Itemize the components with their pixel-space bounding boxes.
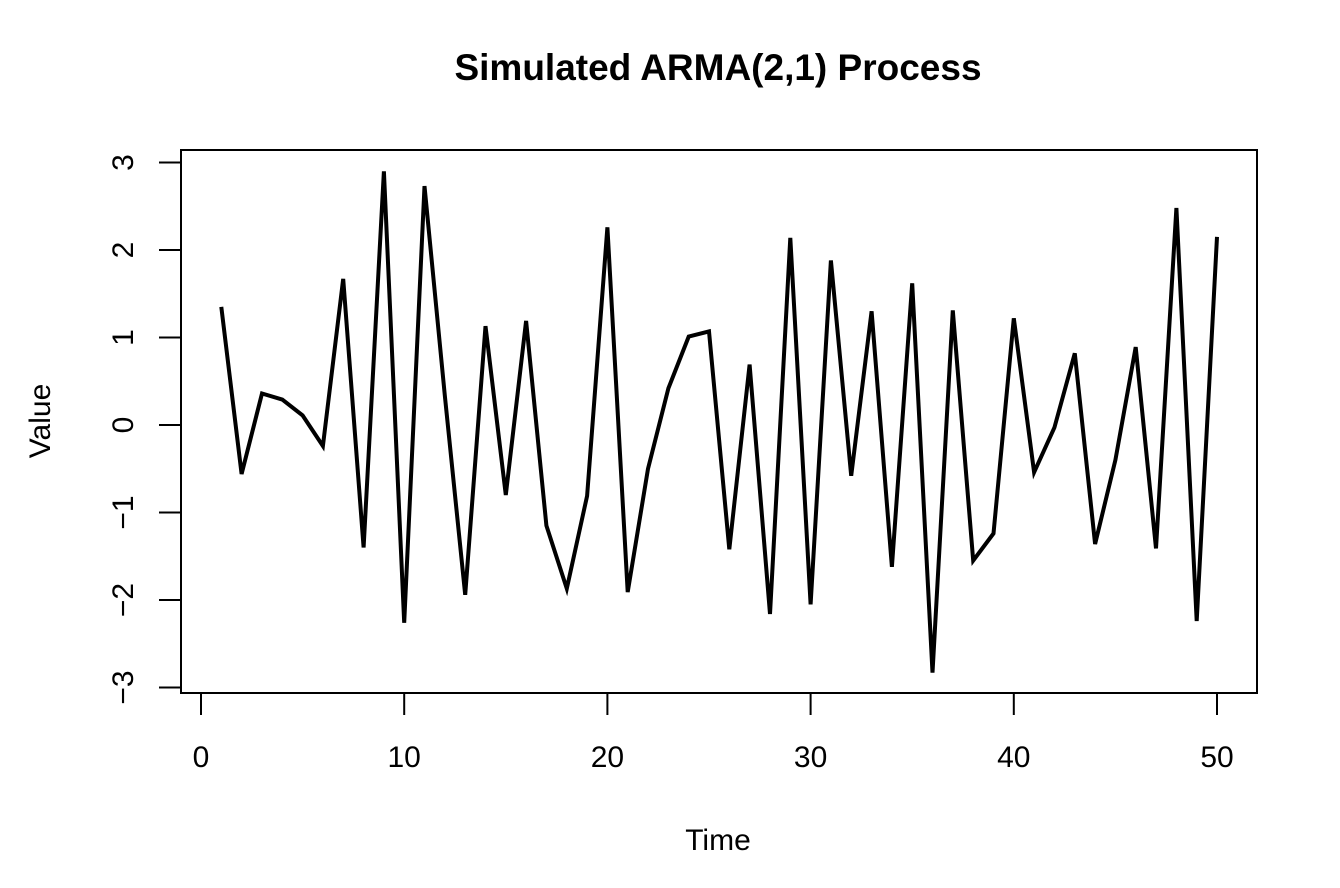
x-tick-label: 40 [997,741,1030,774]
x-tick-label: 50 [1200,741,1233,774]
y-tick-label: 3 [107,154,140,171]
series-line [219,171,1219,673]
x-tick-label: 0 [193,741,210,774]
y-axis-label: Value [24,384,57,459]
x-axis: 0 10 20 30 40 50 [193,692,1234,774]
x-tick-label: 10 [388,741,421,774]
chart-title: Simulated ARMA(2,1) Process [454,47,981,88]
x-tick-label: 30 [794,741,827,774]
y-axis: −3 −2 −1 0 1 2 3 [107,154,182,705]
x-tick-label: 20 [591,741,624,774]
x-axis-label: Time [685,824,751,857]
y-tick-label: 2 [107,242,140,259]
y-tick-label: −2 [107,583,140,617]
series-group [219,171,1219,673]
y-tick-label: 0 [107,417,140,434]
y-tick-label: 1 [107,329,140,346]
y-tick-label: −1 [107,495,140,529]
y-tick-label: −3 [107,670,140,704]
